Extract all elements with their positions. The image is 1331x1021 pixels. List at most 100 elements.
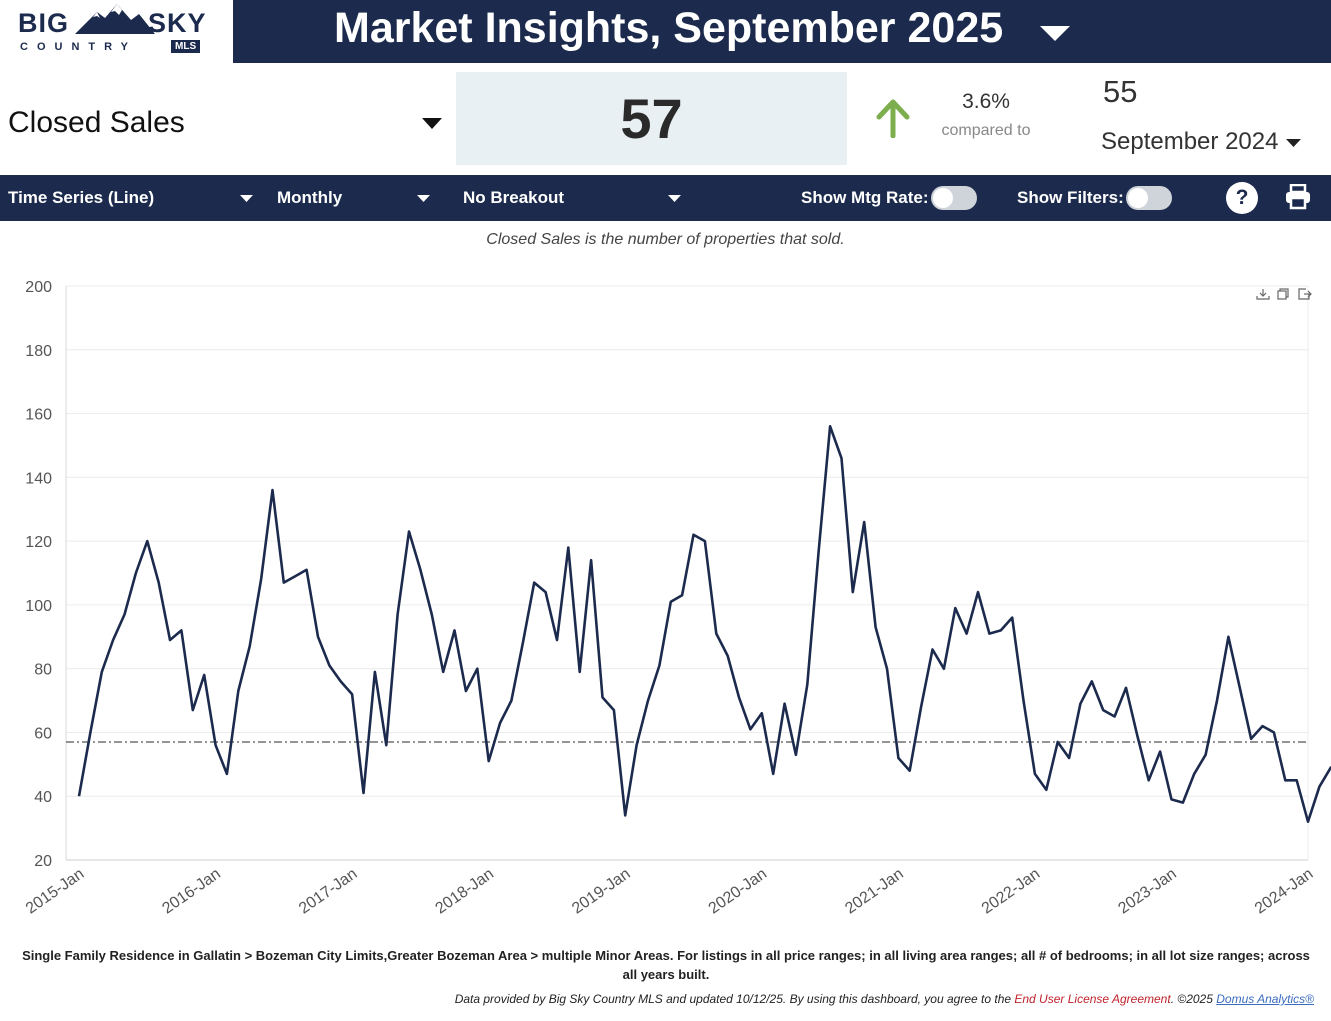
data-point[interactable]	[304, 567, 310, 573]
data-point[interactable]	[1169, 796, 1175, 802]
data-point[interactable]	[463, 688, 469, 694]
data-point[interactable]	[941, 666, 947, 672]
data-point[interactable]	[1248, 736, 1254, 742]
caret-down-icon[interactable]	[1040, 26, 1070, 42]
data-point[interactable]	[383, 742, 389, 748]
data-point[interactable]	[520, 640, 526, 646]
data-point[interactable]	[668, 599, 674, 605]
data-point[interactable]	[258, 576, 264, 582]
download-icon[interactable]	[1256, 289, 1270, 300]
data-point[interactable]	[1112, 714, 1118, 720]
data-point[interactable]	[1260, 723, 1266, 729]
data-point[interactable]	[600, 694, 606, 700]
data-point[interactable]	[691, 532, 697, 538]
data-point[interactable]	[804, 682, 810, 688]
data-point[interactable]	[1032, 771, 1038, 777]
data-point[interactable]	[1180, 800, 1186, 806]
data-point[interactable]	[1043, 787, 1049, 793]
data-point[interactable]	[372, 669, 378, 675]
data-point[interactable]	[474, 666, 480, 672]
data-point[interactable]	[759, 710, 765, 716]
data-point[interactable]	[1134, 733, 1140, 739]
data-point[interactable]	[736, 694, 742, 700]
data-point[interactable]	[1203, 752, 1209, 758]
data-point[interactable]	[349, 691, 355, 697]
data-point[interactable]	[1146, 777, 1152, 783]
data-point[interactable]	[508, 698, 514, 704]
data-point[interactable]	[577, 669, 583, 675]
data-point[interactable]	[1237, 685, 1243, 691]
comparison-period-selector[interactable]: September 2024	[1101, 128, 1279, 155]
data-point[interactable]	[486, 758, 492, 764]
data-point[interactable]	[747, 726, 753, 732]
metric-selector-label[interactable]: Closed Sales	[8, 106, 185, 139]
data-point[interactable]	[190, 707, 196, 713]
data-point[interactable]	[1157, 749, 1163, 755]
data-point[interactable]	[793, 752, 799, 758]
comparison-period-caret-icon[interactable]	[1286, 139, 1301, 148]
data-point[interactable]	[827, 423, 833, 429]
data-point[interactable]	[156, 580, 162, 586]
logo[interactable]: BIG SKY COUNTRY MLS	[0, 0, 233, 63]
data-point[interactable]	[326, 663, 332, 669]
data-point[interactable]	[429, 612, 435, 618]
data-point[interactable]	[361, 790, 367, 796]
data-point[interactable]	[645, 698, 651, 704]
data-point[interactable]	[178, 627, 184, 633]
data-point[interactable]	[87, 729, 93, 735]
data-point[interactable]	[565, 545, 571, 551]
data-point[interactable]	[110, 637, 116, 643]
data-point[interactable]	[497, 720, 503, 726]
data-point[interactable]	[930, 647, 936, 653]
data-point[interactable]	[99, 669, 105, 675]
data-point[interactable]	[554, 637, 560, 643]
data-point[interactable]	[76, 793, 82, 799]
data-point[interactable]	[611, 707, 617, 713]
data-point[interactable]	[873, 624, 879, 630]
data-point[interactable]	[998, 627, 1004, 633]
data-point[interactable]	[782, 701, 788, 707]
data-point[interactable]	[1009, 615, 1015, 621]
data-point[interactable]	[1100, 707, 1106, 713]
data-point[interactable]	[839, 455, 845, 461]
help-button[interactable]: ?	[1226, 182, 1258, 214]
data-point[interactable]	[122, 612, 128, 618]
data-point[interactable]	[861, 519, 867, 525]
data-point[interactable]	[281, 580, 287, 586]
chart-type-dropdown[interactable]: Time Series (Line)	[8, 188, 155, 207]
data-point[interactable]	[884, 666, 890, 672]
data-point[interactable]	[167, 637, 173, 643]
data-point[interactable]	[1271, 729, 1277, 735]
data-point[interactable]	[713, 631, 719, 637]
data-point[interactable]	[1294, 777, 1300, 783]
data-point[interactable]	[395, 612, 401, 618]
data-point[interactable]	[918, 704, 924, 710]
data-point[interactable]	[292, 573, 298, 579]
data-point[interactable]	[656, 663, 662, 669]
breakout-dropdown[interactable]: No Breakout	[463, 188, 565, 207]
data-point[interactable]	[986, 631, 992, 637]
data-point[interactable]	[702, 538, 708, 544]
data-point[interactable]	[1021, 698, 1027, 704]
data-point[interactable]	[850, 589, 856, 595]
data-point[interactable]	[270, 487, 276, 493]
data-point[interactable]	[406, 529, 412, 535]
data-point[interactable]	[770, 771, 776, 777]
data-point[interactable]	[133, 570, 139, 576]
breakout-caret-icon[interactable]	[668, 195, 681, 203]
data-point[interactable]	[247, 643, 253, 649]
copy-icon[interactable]	[1277, 288, 1289, 300]
domus-link[interactable]: Domus Analytics®	[1216, 992, 1314, 1006]
data-point[interactable]	[1214, 698, 1220, 704]
data-point[interactable]	[452, 627, 458, 633]
data-point[interactable]	[622, 812, 628, 818]
filters-toggle[interactable]	[1126, 186, 1172, 210]
data-point[interactable]	[1316, 784, 1322, 790]
data-point[interactable]	[235, 688, 241, 694]
data-point[interactable]	[440, 669, 446, 675]
data-point[interactable]	[213, 742, 219, 748]
data-point[interactable]	[1191, 771, 1197, 777]
data-point[interactable]	[964, 631, 970, 637]
metric-dropdown-caret-icon[interactable]	[422, 118, 442, 130]
mtg-rate-toggle[interactable]	[931, 186, 977, 210]
